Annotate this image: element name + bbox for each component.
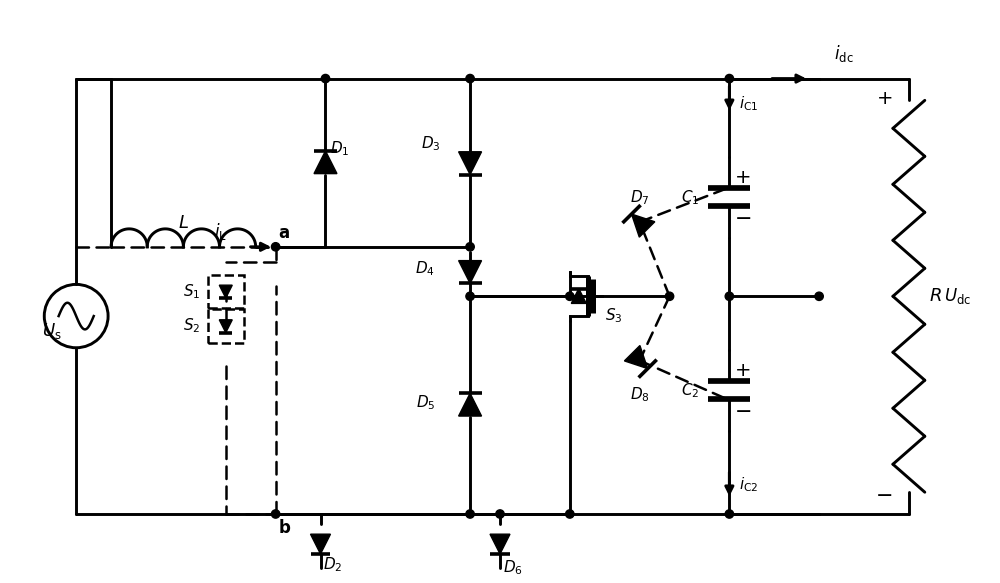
Circle shape	[566, 510, 574, 518]
Text: b: b	[279, 519, 290, 537]
Text: $U_{\rm s}$: $U_{\rm s}$	[42, 321, 61, 341]
Text: $+$: $+$	[876, 89, 892, 108]
Circle shape	[271, 243, 280, 251]
Text: $D_7$: $D_7$	[630, 188, 649, 207]
Text: $D_3$: $D_3$	[421, 134, 440, 153]
Circle shape	[725, 510, 734, 518]
Circle shape	[321, 75, 330, 83]
Polygon shape	[459, 152, 482, 174]
Text: $D_1$: $D_1$	[330, 139, 350, 158]
Text: $i_{\rm dc}$: $i_{\rm dc}$	[834, 43, 854, 64]
Text: $i_{\rm C2}$: $i_{\rm C2}$	[739, 475, 759, 494]
Text: $+$: $+$	[734, 168, 751, 187]
Circle shape	[271, 510, 280, 518]
Circle shape	[665, 292, 674, 300]
Text: $-$: $-$	[734, 400, 752, 420]
Text: $-$: $-$	[875, 484, 893, 504]
Text: $S_2$: $S_2$	[183, 317, 201, 335]
Polygon shape	[490, 534, 510, 554]
Text: $D_5$: $D_5$	[416, 393, 435, 412]
Circle shape	[496, 510, 504, 518]
Text: $C_2$: $C_2$	[681, 381, 699, 399]
Circle shape	[725, 292, 734, 300]
Circle shape	[466, 510, 474, 518]
Polygon shape	[571, 289, 586, 303]
Text: $-$: $-$	[734, 207, 752, 227]
Text: $S_3$: $S_3$	[605, 307, 622, 325]
Circle shape	[466, 75, 474, 83]
Circle shape	[466, 243, 474, 251]
Text: $L$: $L$	[178, 214, 189, 232]
Text: $S_1$: $S_1$	[183, 282, 201, 301]
Text: $i_{\rm L}$: $i_{\rm L}$	[214, 221, 227, 242]
Text: $D_8$: $D_8$	[630, 385, 649, 404]
Polygon shape	[624, 346, 648, 368]
Circle shape	[466, 292, 474, 300]
Text: $i_{\rm C1}$: $i_{\rm C1}$	[739, 94, 759, 113]
Text: $D_4$: $D_4$	[415, 259, 435, 278]
Circle shape	[566, 292, 574, 300]
Polygon shape	[314, 151, 337, 174]
Text: $D_6$: $D_6$	[503, 559, 523, 577]
Text: $D_2$: $D_2$	[323, 556, 343, 574]
Polygon shape	[311, 534, 330, 554]
Text: $+$: $+$	[734, 361, 751, 380]
Text: $U_{\rm dc}$: $U_{\rm dc}$	[944, 286, 971, 306]
Polygon shape	[219, 320, 232, 333]
Circle shape	[815, 292, 823, 300]
Text: $R$: $R$	[929, 287, 942, 305]
Circle shape	[725, 75, 734, 83]
Polygon shape	[459, 394, 482, 416]
Polygon shape	[459, 261, 482, 283]
Text: $C_1$: $C_1$	[681, 188, 699, 207]
Polygon shape	[219, 285, 232, 298]
Text: a: a	[279, 224, 290, 242]
Polygon shape	[632, 214, 655, 237]
